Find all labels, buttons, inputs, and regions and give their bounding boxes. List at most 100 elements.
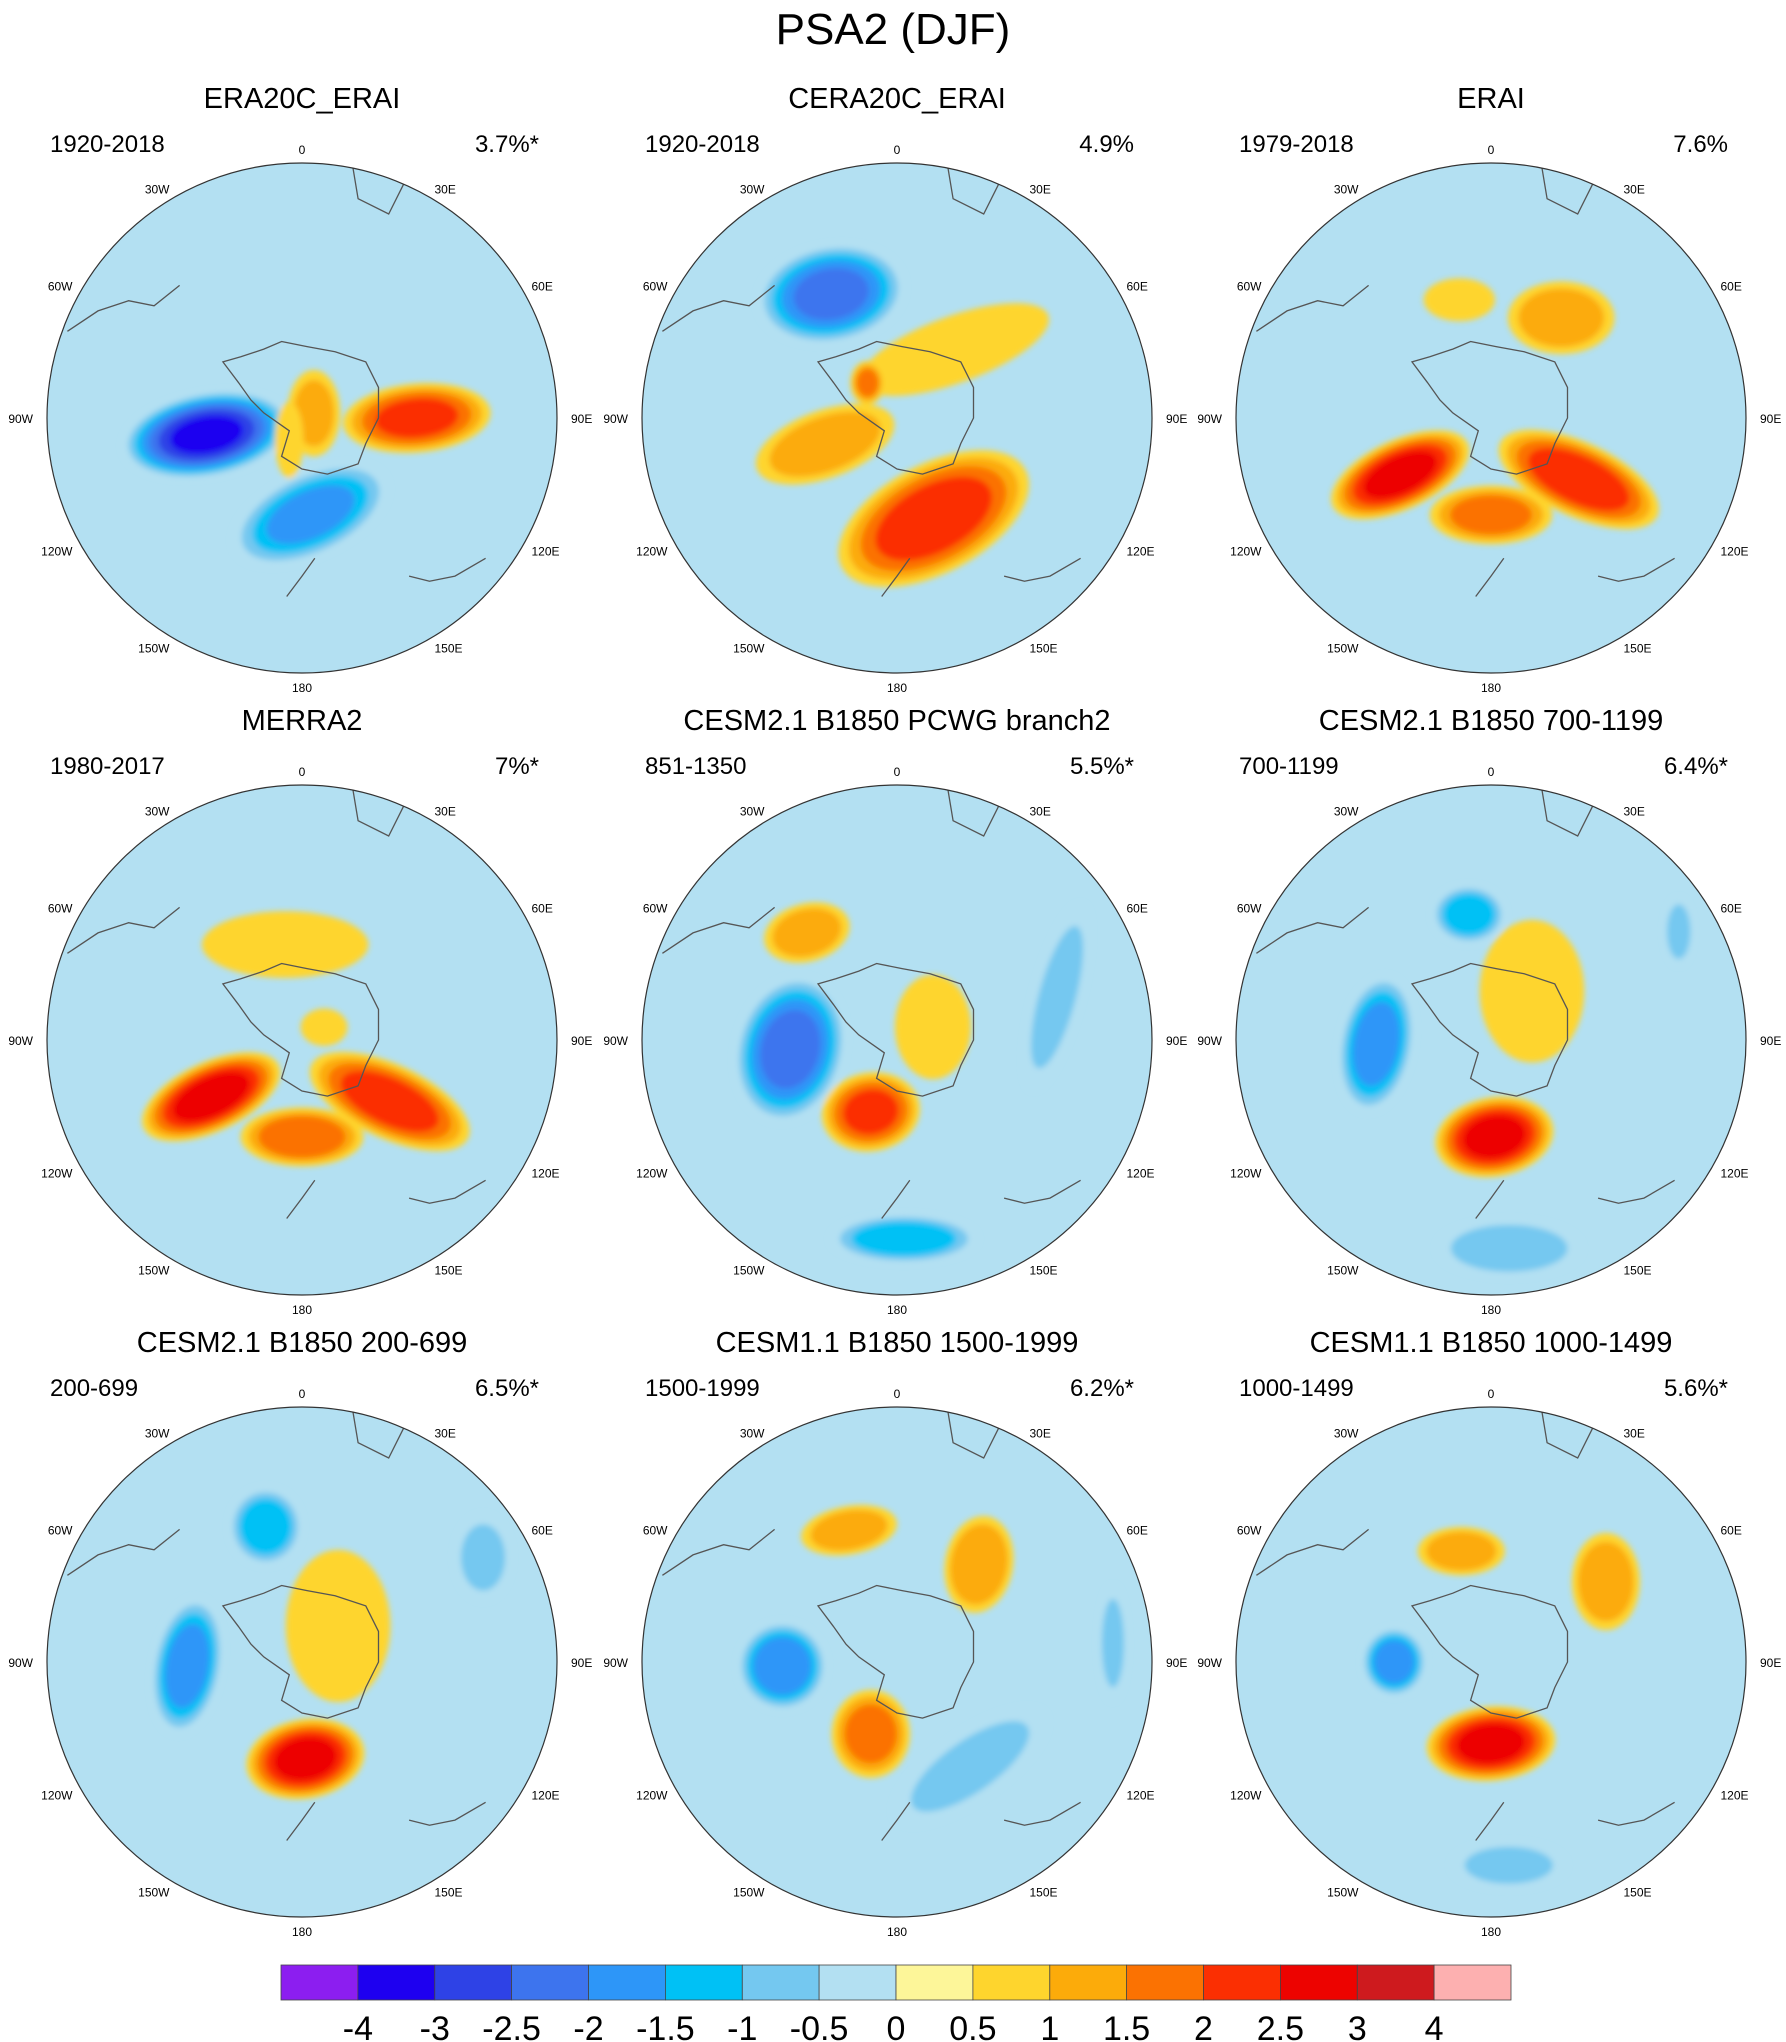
longitude-label: 180 bbox=[1481, 681, 1501, 695]
colorbar-label: 2 bbox=[1194, 2010, 1213, 2042]
longitude-label: 0 bbox=[1488, 1387, 1495, 1401]
contour-field bbox=[1236, 785, 1746, 1295]
anomaly-blob bbox=[1331, 430, 1470, 520]
longitude-label: 150W bbox=[733, 1886, 765, 1900]
contour-field bbox=[642, 163, 1152, 673]
contour-field bbox=[642, 1407, 1152, 1917]
australia-coast bbox=[1597, 1801, 1675, 1826]
panel-variance: 5.5%* bbox=[1070, 753, 1134, 780]
colorbar-label: -3 bbox=[420, 2010, 450, 2042]
africa-coast bbox=[947, 789, 1000, 837]
contour-level bbox=[300, 1008, 348, 1046]
africa-coast bbox=[947, 167, 1000, 215]
contour-level bbox=[760, 1010, 821, 1089]
anomaly-blob bbox=[240, 1107, 364, 1167]
australia-coast bbox=[408, 1179, 486, 1204]
coastline bbox=[662, 1411, 1081, 1841]
longitude-label: 120W bbox=[636, 1789, 668, 1803]
longitude-label: 150W bbox=[1327, 642, 1359, 656]
africa-coast bbox=[352, 167, 405, 215]
anomaly-blob bbox=[830, 1214, 978, 1264]
colorbar-swatch bbox=[818, 1964, 897, 2001]
coastline bbox=[67, 789, 486, 1219]
colorbar-swatch bbox=[972, 1964, 1051, 2001]
colorbar-label: 1.5 bbox=[1103, 2010, 1150, 2042]
longitude-label: 60E bbox=[1721, 1524, 1742, 1538]
map-background bbox=[642, 163, 1152, 673]
panel-period: 1980-2017 bbox=[50, 753, 165, 780]
panel-title: CERA20C_ERAI bbox=[788, 83, 1006, 115]
longitude-label: 120E bbox=[532, 1167, 560, 1181]
new-zealand-coast bbox=[286, 1801, 316, 1841]
contour-level bbox=[273, 1737, 337, 1781]
longitude-label: 90E bbox=[1760, 1034, 1781, 1048]
longitude-label: 30E bbox=[435, 805, 456, 819]
contour-level bbox=[1442, 893, 1495, 936]
anomaly-blob bbox=[1436, 1219, 1582, 1278]
longitude-label: 120E bbox=[1127, 545, 1155, 559]
contour-level bbox=[1578, 1541, 1634, 1622]
anomaly-blob bbox=[1664, 897, 1694, 966]
anomaly-blob bbox=[755, 403, 895, 485]
contour-level bbox=[258, 1116, 346, 1158]
longitude-label: 150E bbox=[1030, 1886, 1058, 1900]
longitude-label: 90W bbox=[8, 1656, 33, 1670]
panel-variance: 4.9% bbox=[1079, 131, 1134, 158]
map-panel: 0 30E 60E 90E 120E 150E 180 150W 120W 90W 60W 30W CE… bbox=[8, 1327, 592, 1939]
contour-level bbox=[293, 380, 335, 447]
map-panel: 0 30E 60E 90E 120E 150E 180 150W 120W 90W 60W 30W CE… bbox=[603, 705, 1187, 1317]
longitude-label: 0 bbox=[1488, 143, 1495, 157]
anomaly-blob bbox=[821, 1072, 920, 1152]
contour-level bbox=[266, 485, 355, 544]
australia-coast bbox=[1597, 1179, 1675, 1204]
anomaly-blob bbox=[831, 1689, 911, 1778]
new-zealand-coast bbox=[286, 1179, 316, 1219]
colorbar-swatch bbox=[741, 1964, 820, 2001]
map-panel: 0 30E 60E 90E 120E 150E 180 150W 120W 90W 60W 30W ER… bbox=[8, 83, 592, 695]
panel-title: ERA20C_ERAI bbox=[204, 83, 401, 115]
longitude-label: 90E bbox=[1760, 412, 1781, 426]
antarctica-coast bbox=[221, 962, 380, 1097]
map-panel: 0 30E 60E 90E 120E 150E 180 150W 120W 90W 60W 30W CE… bbox=[603, 1327, 1187, 1939]
anomaly-blob bbox=[342, 382, 491, 454]
map-frame bbox=[1235, 1406, 1747, 1918]
anomaly-blob bbox=[1431, 884, 1506, 944]
longitude-label: 60W bbox=[48, 1524, 73, 1538]
longitude-label: 150W bbox=[1327, 1264, 1359, 1278]
longitude-label: 120W bbox=[41, 545, 73, 559]
africa-coast bbox=[1541, 1411, 1594, 1459]
anomaly-blob bbox=[1098, 1585, 1128, 1701]
anomaly-blob bbox=[737, 1621, 827, 1711]
contour-level bbox=[911, 1721, 1030, 1812]
longitude-label: 150E bbox=[435, 642, 463, 656]
longitude-label: 120E bbox=[1127, 1167, 1155, 1181]
australia-coast bbox=[1003, 1179, 1081, 1204]
map-frame bbox=[46, 1406, 558, 1918]
longitude-label: 150W bbox=[138, 1886, 170, 1900]
panel-title: CESM1.1 B1850 1000-1499 bbox=[1310, 1327, 1673, 1359]
contour-level bbox=[1373, 1640, 1415, 1684]
longitude-label: 0 bbox=[894, 765, 901, 779]
panel-period: 1920-2018 bbox=[50, 131, 165, 158]
contour-level bbox=[239, 1498, 292, 1555]
new-zealand-coast bbox=[881, 1179, 911, 1219]
antarctica-coast bbox=[1410, 1584, 1569, 1719]
antarctica-coast bbox=[1410, 962, 1569, 1097]
longitude-label: 90W bbox=[1197, 1034, 1222, 1048]
anomaly-blob bbox=[1435, 1096, 1554, 1178]
africa-coast bbox=[1541, 167, 1594, 215]
longitude-label: 30W bbox=[1334, 183, 1359, 197]
anomaly-blob bbox=[1337, 975, 1415, 1113]
longitude-label: 90E bbox=[571, 1656, 592, 1670]
longitude-label: 60E bbox=[532, 902, 553, 916]
longitude-label: 90E bbox=[1166, 412, 1187, 426]
longitude-label: 90E bbox=[571, 412, 592, 426]
contour-level bbox=[1352, 1002, 1400, 1086]
antarctica-coast bbox=[1410, 340, 1569, 475]
contour-field bbox=[47, 1407, 557, 1917]
contour-level bbox=[375, 398, 459, 438]
anomaly-blob bbox=[892, 1707, 1048, 1826]
panel-variance: 3.7%* bbox=[475, 131, 539, 158]
longitude-label: 30E bbox=[1624, 183, 1645, 197]
